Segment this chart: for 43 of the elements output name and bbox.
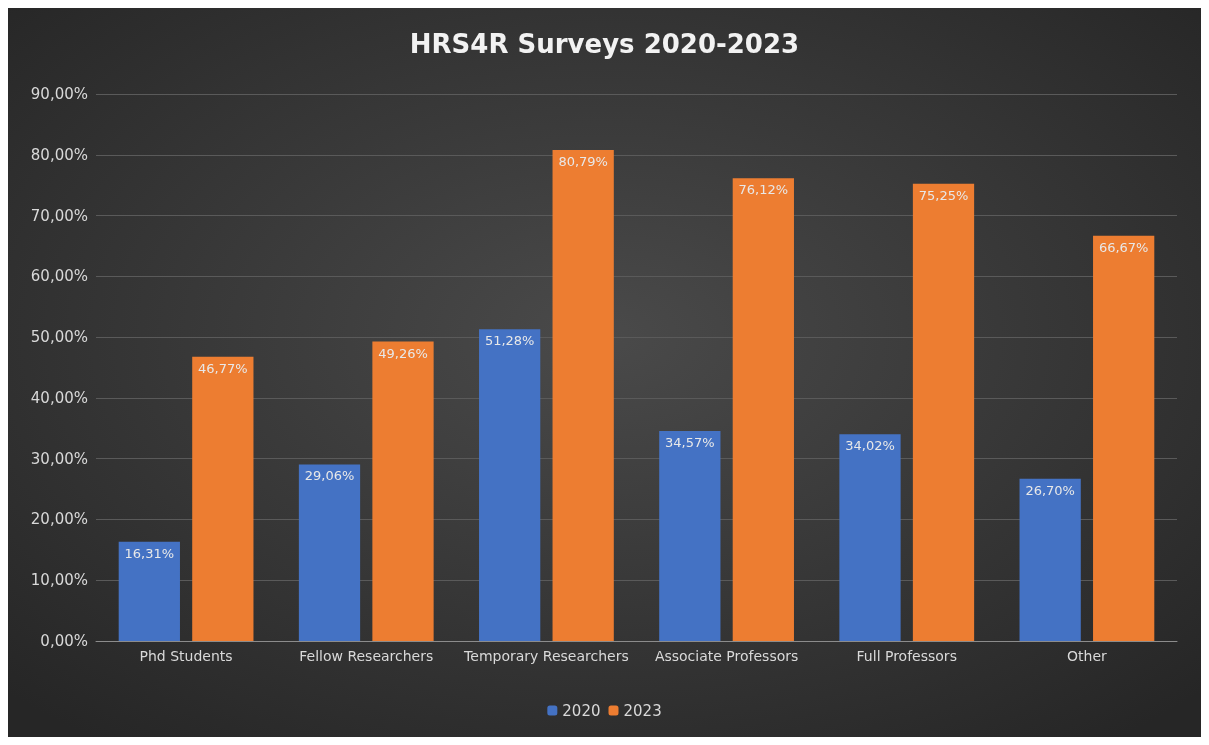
- data-label: 34,57%: [665, 434, 715, 450]
- legend-label: 2023: [623, 701, 662, 720]
- bar: [118, 541, 180, 641]
- x-tick-label: Fellow Researchers: [299, 648, 434, 664]
- bar: [552, 149, 614, 641]
- bar: [839, 434, 901, 641]
- chart-title: HRS4R Surveys 2020-2023: [409, 29, 800, 59]
- data-label: 16,31%: [124, 545, 175, 561]
- bar: [1093, 235, 1155, 641]
- y-tick-label: 0,00%: [40, 632, 88, 650]
- data-label: 34,02%: [845, 438, 895, 454]
- legend-label: 2020: [562, 701, 601, 720]
- bar: [479, 329, 541, 641]
- bar: [659, 430, 721, 641]
- x-tick-label: Associate Professors: [654, 648, 799, 664]
- y-tick-label: 50,00%: [30, 328, 88, 347]
- x-tick-label: Other: [1067, 648, 1108, 664]
- bar: [372, 341, 434, 641]
- y-tick-label: 20,00%: [30, 510, 88, 529]
- bar: [732, 178, 794, 641]
- bar: [1019, 478, 1081, 641]
- data-label: 26,70%: [1025, 482, 1075, 498]
- data-label: 80,79%: [558, 153, 608, 169]
- bar: [192, 356, 254, 641]
- y-tick-label: 80,00%: [30, 145, 88, 164]
- y-tick-label: 30,00%: [30, 449, 88, 468]
- data-label: 66,67%: [1098, 239, 1149, 255]
- y-tick-label: 90,00%: [30, 85, 88, 103]
- x-tick-label: Phd Students: [139, 648, 233, 664]
- bar: [912, 183, 975, 641]
- x-tick-label: Full Professors: [856, 648, 957, 664]
- y-tick-label: 70,00%: [30, 206, 88, 225]
- bar: [298, 464, 361, 641]
- data-label: 49,26%: [378, 345, 428, 361]
- data-label: 46,77%: [198, 360, 248, 376]
- y-tick-label: 60,00%: [30, 267, 88, 286]
- y-tick-label: 10,00%: [30, 571, 88, 590]
- data-label: 29,06%: [304, 468, 355, 484]
- y-tick-label: 40,00%: [30, 388, 88, 407]
- x-tick-label: Temporary Researchers: [463, 648, 629, 664]
- data-label: 51,28%: [484, 333, 535, 349]
- data-label: 75,25%: [918, 187, 969, 203]
- data-label: 76,12%: [738, 182, 789, 198]
